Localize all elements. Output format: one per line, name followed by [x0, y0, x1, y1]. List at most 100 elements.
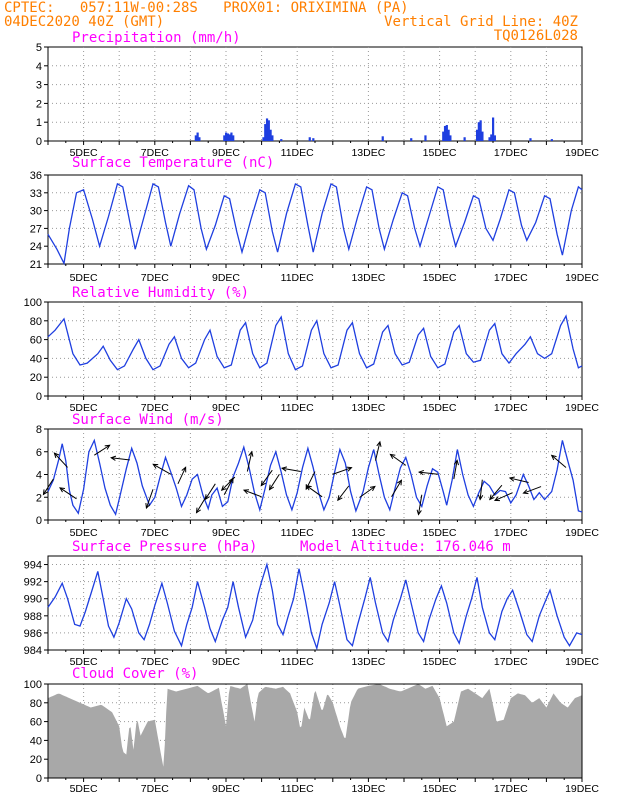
y-tick-label: 40	[30, 353, 42, 365]
wind-vector-head	[268, 484, 275, 491]
x-tick-label: 9DEC	[212, 656, 240, 668]
precip-bar	[265, 118, 269, 141]
y-tick-label: 3	[36, 80, 42, 92]
series-line	[47, 182, 583, 266]
y-tick-label: 0	[36, 136, 42, 148]
x-tick-label: 11DEC	[281, 272, 314, 284]
header-run-line: 04DEC2020 40Z (GMT)	[4, 14, 165, 30]
wind-vector-head	[260, 480, 266, 487]
header-station-line: CPTEC: 057:11W-00:28S PROX01: ORIXIMINA …	[4, 0, 409, 16]
panel-annotation: Model Altitude: 176.046 m	[300, 539, 511, 555]
x-tick-label: 13DEC	[351, 402, 385, 414]
precip-bar	[196, 132, 199, 141]
x-tick-label: 17DEC	[494, 147, 528, 159]
wind-vector-head	[145, 502, 151, 510]
precip-bar	[447, 129, 450, 141]
wind-vector-head	[489, 494, 495, 501]
wind-vector	[281, 467, 301, 473]
precip-bar	[262, 137, 265, 141]
y-tick-label: 30	[30, 206, 42, 218]
wind-vector-head	[389, 453, 396, 460]
wind-vector	[269, 474, 280, 490]
precip-bar	[481, 131, 484, 141]
wind-vector	[246, 451, 253, 472]
wind-vector-head	[152, 463, 159, 469]
precip-bar	[442, 131, 445, 141]
x-tick-label: 13DEC	[351, 783, 385, 795]
y-tick-label: 40	[30, 735, 42, 747]
wind-vector-head	[396, 479, 403, 486]
panel-frame-top	[47, 683, 583, 779]
wind-vector-head	[42, 489, 48, 496]
wind-vector	[489, 484, 503, 500]
wind-vector-head	[550, 454, 557, 461]
x-tick-label: 9DEC	[212, 783, 240, 795]
precip-bar	[490, 134, 493, 141]
x-tick-label: 7DEC	[141, 783, 169, 795]
y-tick-label: 80	[30, 316, 42, 328]
wind-vector	[479, 479, 483, 500]
precip-bar	[529, 138, 532, 141]
y-tick-label: 60	[30, 335, 42, 347]
precip-bar	[225, 132, 228, 141]
wind-vector-head	[53, 452, 60, 459]
precip-bar	[228, 134, 231, 141]
series-line	[47, 561, 583, 651]
precip-bar	[226, 133, 229, 141]
x-tick-label: 13DEC	[351, 147, 385, 159]
wind-vector	[243, 489, 262, 498]
wind-vector-head	[110, 455, 117, 461]
x-tick-label: 17DEC	[494, 272, 528, 284]
panel-title: Relative Humidity (%)	[72, 285, 249, 301]
wind-vector	[221, 476, 236, 491]
panel-1: Surface Temperature (nC) 21 24 27 30 33 36 5DEC…	[30, 155, 600, 284]
panel-title: Surface Temperature (nC)	[72, 155, 274, 171]
x-tick-label: 11DEC	[281, 656, 314, 668]
wind-vector	[59, 487, 77, 500]
wind-vector-head	[346, 466, 353, 472]
wind-vector-head	[248, 450, 254, 457]
x-tick-label: 17DEC	[494, 527, 528, 539]
y-tick-label: 5	[36, 42, 42, 54]
x-tick-label: 19DEC	[565, 656, 599, 668]
header-grid-line-note: Vertical Grid Line: 40Z	[384, 14, 578, 30]
panel-title: Cloud Cover (%)	[72, 666, 198, 682]
y-tick-label: 4	[36, 61, 42, 73]
x-tick-label: 17DEC	[494, 656, 528, 668]
y-tick-label: 986	[24, 628, 42, 640]
wind-vector-head	[305, 485, 312, 491]
panel-5: Cloud Cover (%) 0 20 40 60 80 100 5DEC 7DEC 9DEC 1…	[24, 666, 600, 795]
x-tick-label: 19DEC	[565, 402, 599, 414]
precip-bar	[492, 117, 495, 141]
wind-vector-head	[280, 466, 288, 472]
y-tick-label: 27	[30, 223, 42, 235]
y-tick-label: 80	[30, 698, 42, 710]
x-tick-label: 19DEC	[565, 272, 599, 284]
panel-4: Surface Pressure (hPa) Model Altitude: 17…	[24, 539, 600, 668]
panel-frame	[47, 46, 583, 142]
wind-vector-head	[416, 509, 422, 516]
precip-bar	[267, 120, 270, 141]
precip-bar	[424, 135, 427, 141]
x-tick-label: 19DEC	[565, 783, 599, 795]
precip-bar	[198, 137, 201, 141]
series-line	[47, 314, 583, 371]
panel-3: Surface Wind (m/s) 0 2 4 6 8 5DEC 7DEC 9DEC 11DEC…	[36, 412, 599, 539]
wind-vector-head	[59, 487, 66, 493]
precip-bar	[463, 137, 466, 141]
wind-vector-head	[104, 444, 111, 450]
y-tick-label: 0	[36, 391, 42, 403]
precip-bar	[493, 135, 496, 141]
precip-bar	[312, 138, 315, 141]
y-tick-label: 100	[24, 679, 42, 691]
wind-vector-head	[242, 489, 250, 495]
x-tick-label: 11DEC	[281, 147, 314, 159]
wind-vector	[111, 457, 130, 461]
x-tick-label: 11DEC	[281, 783, 314, 795]
y-tick-label: 60	[30, 717, 42, 729]
precip-bar	[381, 136, 384, 141]
wind-vector-head	[337, 495, 343, 502]
precip-bar	[223, 135, 226, 141]
wind-vector	[152, 463, 172, 475]
